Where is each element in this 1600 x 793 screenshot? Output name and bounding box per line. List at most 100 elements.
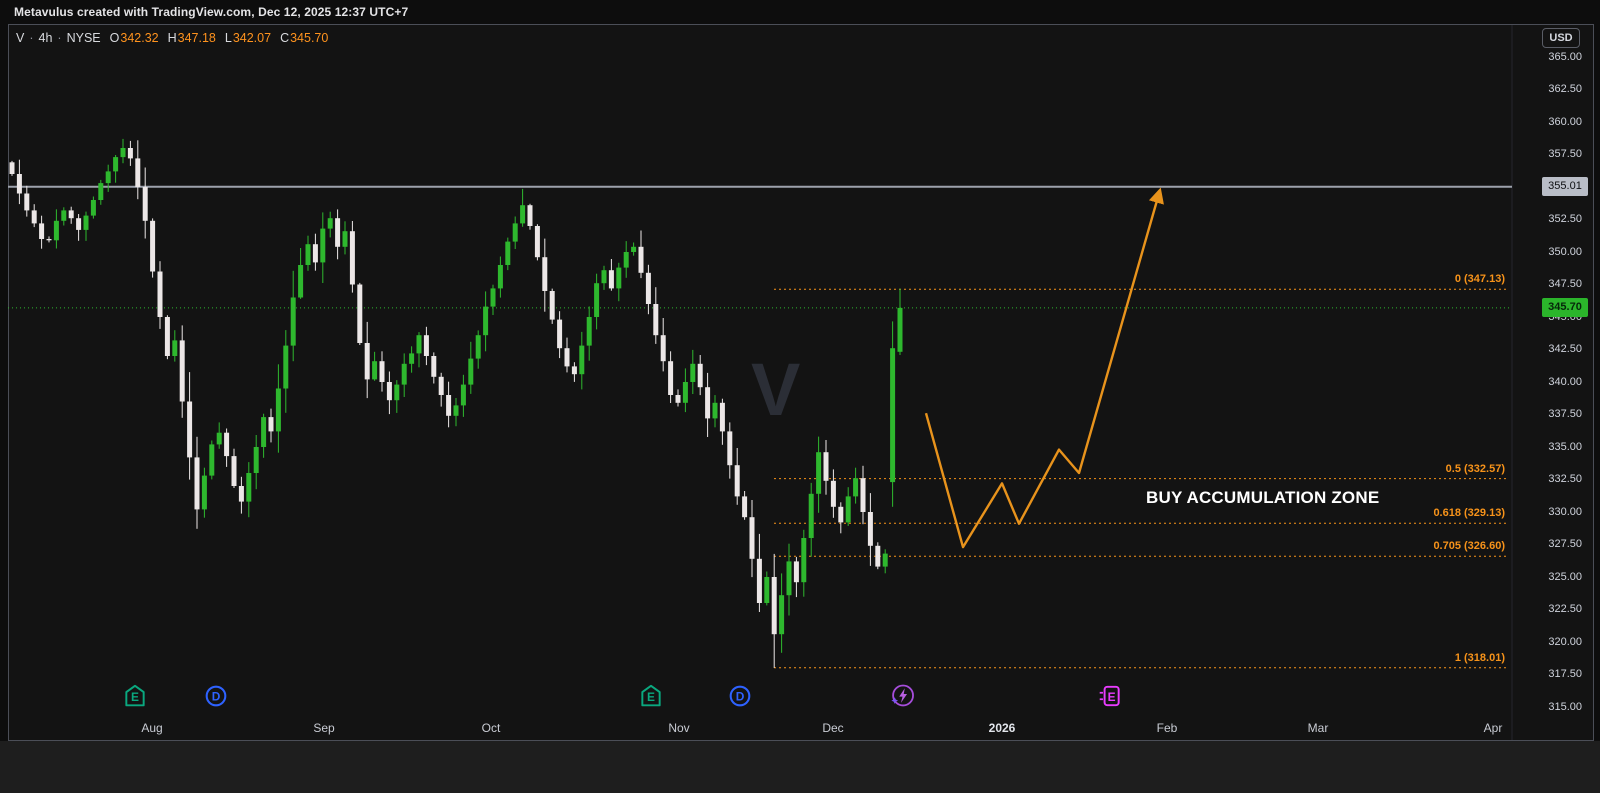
candle-body (697, 363, 703, 388)
candle-body (786, 561, 792, 596)
candle-body (579, 345, 585, 375)
candle-body (816, 452, 822, 494)
candle-body (201, 475, 207, 510)
candle-body (594, 283, 600, 317)
candle-body (764, 577, 770, 603)
candle-body (542, 257, 548, 291)
ohlc-value: 345.70 (290, 31, 329, 45)
candle-body (53, 220, 59, 241)
ohlc-value: 342.32 (120, 31, 159, 45)
marker-ai-flash[interactable] (887, 681, 917, 711)
price-tick: 320.00 (1548, 636, 1582, 648)
currency-axis-button[interactable]: USD (1542, 28, 1580, 48)
candle-body (238, 486, 244, 502)
candle-body (520, 205, 526, 224)
price-tick: 322.50 (1548, 603, 1582, 615)
legend-separator: · (29, 31, 34, 45)
time-label-dec: Dec (822, 721, 844, 735)
price-tick: 362.50 (1548, 83, 1582, 95)
candle-body (483, 306, 489, 336)
ohlc-value: 347.18 (177, 31, 216, 45)
candle-body (61, 210, 67, 221)
candle-body (98, 183, 104, 200)
candle-body (142, 187, 148, 221)
marker-earnings[interactable]: E (120, 681, 150, 711)
marker-dividend[interactable]: D (201, 681, 231, 711)
symbol-watermark: V (751, 348, 801, 431)
price-tick: 365.00 (1548, 51, 1582, 63)
ohlc-prefix: O (109, 31, 120, 45)
candle-body (90, 200, 96, 216)
candle-body (490, 288, 496, 307)
candle-body (394, 384, 400, 401)
legend-symbol: V (16, 31, 25, 45)
candle-body (246, 473, 252, 502)
projection-arrow (924, 187, 1164, 549)
marker-dividend[interactable]: D (725, 681, 755, 711)
candle-body (253, 447, 259, 473)
candle-body (364, 343, 370, 380)
candle-body (742, 496, 748, 518)
ohlc-prefix: L (224, 31, 232, 45)
fib-label: 1 (318.01) (1454, 652, 1505, 664)
candle-body (460, 384, 466, 406)
candle-body (386, 382, 392, 401)
ai-flash-icon (891, 684, 914, 707)
candle-body (268, 417, 274, 432)
candle-body (875, 545, 881, 567)
candle-body (194, 457, 200, 510)
candle-body (830, 480, 836, 507)
candle-body (838, 506, 844, 523)
candle-body (127, 148, 133, 159)
candle-body (660, 335, 666, 362)
candle-body (682, 382, 688, 403)
marker-projected-earnings[interactable]: E (1095, 681, 1125, 711)
svg-text:D: D (212, 690, 221, 704)
dividend-icon: D (205, 685, 227, 707)
candle-body (749, 517, 755, 559)
fib-label: 0.618 (329.13) (1433, 507, 1505, 519)
symbol-legend: V · 4h · NYSE O342.32 H347.18 L342.07 C345.70 (16, 31, 328, 47)
candle-body (808, 493, 814, 538)
candle-body (867, 512, 873, 546)
time-label-mar: Mar (1307, 721, 1329, 735)
candlestick-series (9, 138, 903, 668)
candle-body (24, 193, 30, 211)
candle-body (549, 291, 555, 320)
candle-body (120, 148, 126, 158)
candle-body (312, 244, 318, 263)
price-tick: 317.50 (1548, 668, 1582, 680)
time-label-feb: Feb (1156, 721, 1178, 735)
candle-body (601, 270, 607, 284)
candle-body (423, 335, 429, 356)
candle-body (882, 553, 888, 567)
marker-earnings[interactable]: E (636, 681, 666, 711)
legend-separator: · (57, 31, 62, 45)
candle-body (890, 348, 896, 483)
candle-body (771, 577, 777, 635)
price-tick: 337.50 (1548, 408, 1582, 420)
candle-body (505, 241, 511, 265)
candle-body (335, 218, 341, 247)
time-label-aug: Aug (141, 721, 163, 735)
legend-timeframe: 4h (38, 31, 53, 45)
candle-body (897, 307, 903, 352)
candle-body (468, 358, 474, 385)
candle-body (734, 465, 740, 497)
earnings-icon: E (641, 684, 661, 707)
candle-body (298, 265, 304, 298)
resistance-price-badge: 355.01 (1542, 177, 1588, 196)
candle-body (823, 452, 829, 481)
candle-body (113, 157, 119, 172)
svg-text:E: E (647, 690, 655, 704)
candle-body (453, 405, 459, 416)
candle-body (853, 478, 859, 497)
price-tick: 315.00 (1548, 701, 1582, 713)
candle-body (283, 345, 289, 389)
candle-body (231, 456, 237, 486)
legend-ohlc-values: O342.32 H347.18 L342.07 C345.70 (101, 31, 329, 45)
candle-body (401, 363, 407, 385)
svg-text:E: E (1108, 690, 1116, 704)
candle-body (164, 317, 170, 356)
price-tick: 350.00 (1548, 246, 1582, 258)
